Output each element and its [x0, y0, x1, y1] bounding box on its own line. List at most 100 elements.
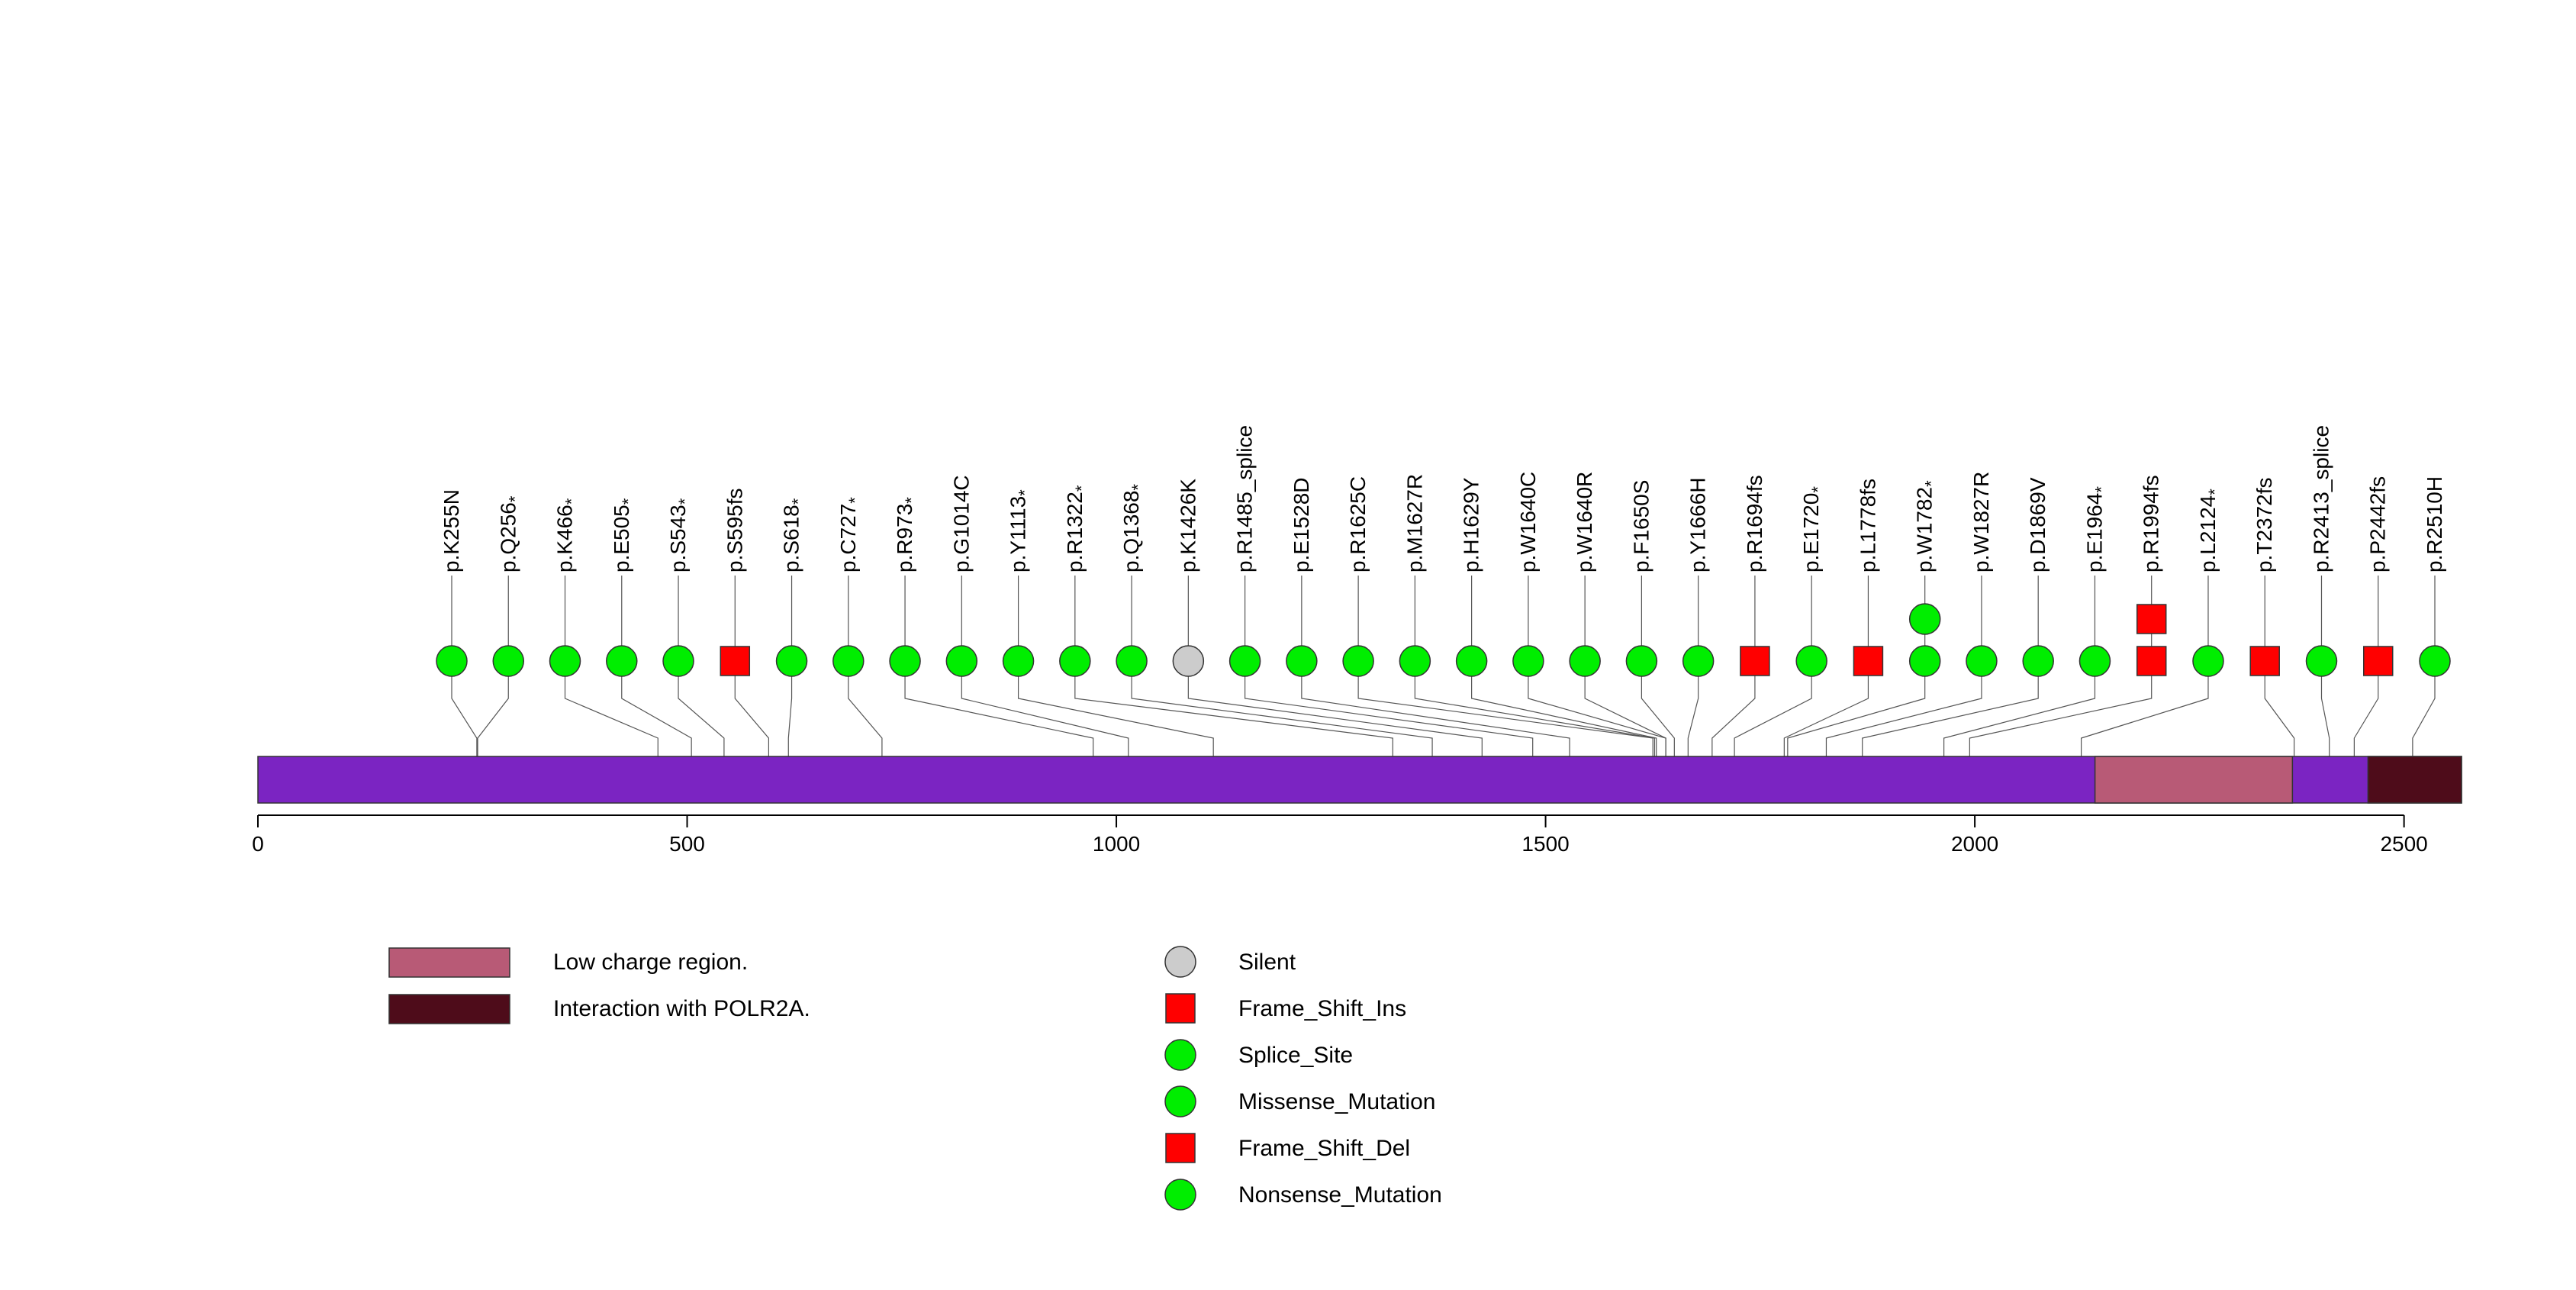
mutation-label-p-e1528d: p.E1528D: [1290, 477, 1313, 572]
x-tick-label: 1500: [1521, 832, 1569, 856]
marker-p-r1994fs: [2136, 604, 2167, 634]
marker-p-q256: [492, 645, 525, 677]
legend-marker-nonsense-mutation: [1164, 1179, 1196, 1211]
mutation-label-p-r2413-splice: p.R2413_splice: [2309, 425, 2333, 572]
marker-p-c727: [832, 645, 865, 677]
mutation-label-p-w1782: p.W1782*: [1913, 480, 1941, 572]
marker-p-r1994fs: [2136, 646, 2167, 676]
marker-p-r1322: [1059, 645, 1091, 677]
marker-p-r1485-splice: [1228, 645, 1261, 677]
mutation-label-p-f1650s: p.F1650S: [1629, 480, 1653, 572]
domain-low-charge-region: [2094, 756, 2294, 804]
legend-marker-splice-site: [1164, 1039, 1196, 1071]
legend-marker-silent: [1164, 946, 1196, 978]
mutation-label-p-q1368: p.Q1368*: [1119, 484, 1148, 572]
mutation-label-p-e505: p.E505*: [610, 498, 638, 572]
legend-label-nonsense-mutation: Nonsense_Mutation: [1238, 1182, 1442, 1208]
legend-label-splice-site: Splice_Site: [1238, 1043, 1353, 1068]
marker-p-f1650s: [1625, 645, 1658, 677]
mutation-label-p-m1627r: p.M1627R: [1402, 474, 1426, 572]
protein-backbone-layer: [257, 756, 2462, 804]
marker-p-w1827r: [1966, 645, 1998, 677]
mutation-label-p-e1720: p.E1720*: [1799, 486, 1827, 572]
legend: Low charge region. Interaction with POLR2…: [388, 946, 1442, 1211]
legend-swatch-low-charge-region: [388, 947, 510, 978]
marker-p-m1627r: [1399, 645, 1431, 677]
marker-p-t2372fs: [2249, 646, 2280, 676]
legend-marker-frame-shift-ins: [1165, 993, 1196, 1024]
mutation-label-p-k255n: p.K255N: [440, 489, 463, 572]
legend-label-interaction-with-polr2a: Interaction with POLR2A.: [553, 996, 810, 1021]
marker-p-e1528d: [1286, 645, 1318, 677]
mutation-label-p-p2442fs: p.P2442fs: [2366, 476, 2390, 572]
legend-swatch-interaction-with-polr2a: [388, 994, 510, 1024]
domain-interaction-with-polr2a: [2367, 756, 2462, 804]
marker-p-k466: [549, 645, 581, 677]
marker-p-w1782: [1908, 645, 1941, 677]
mutation-label-p-g1014c: p.G1014C: [949, 475, 973, 572]
marker-p-s595fs: [720, 646, 751, 676]
marker-p-s618: [775, 645, 808, 677]
marker-p-k255n: [436, 645, 468, 677]
x-tick-label: 2500: [2380, 832, 2427, 856]
mutation-label-p-w1640r: p.W1640R: [1573, 472, 1596, 572]
mutation-label-p-w1640c: p.W1640C: [1516, 472, 1540, 572]
legend-label-frame-shift-ins: Frame_Shift_Ins: [1238, 996, 1406, 1021]
mutation-label-p-d1869v: p.D1869V: [2026, 477, 2050, 572]
marker-p-w1782: [1908, 603, 1941, 635]
mutation-label-p-r2510h: p.R2510H: [2423, 476, 2446, 572]
protein-backbone: [257, 756, 2462, 804]
mutation-label-p-y1666h: p.Y1666H: [1686, 477, 1710, 572]
mutation-label-p-l2124: p.L2124*: [2196, 489, 2224, 572]
marker-p-w1640r: [1569, 645, 1601, 677]
legend-marker-frame-shift-del: [1165, 1133, 1196, 1163]
marker-p-e1964: [2079, 645, 2111, 677]
mutation-label-p-r1322: p.R1322*: [1063, 485, 1091, 572]
marker-p-e1720: [1795, 645, 1827, 677]
legend-marker-missense-mutation: [1164, 1085, 1196, 1117]
x-tick-label: 2000: [1951, 832, 1998, 856]
mutation-label-p-s595fs: p.S595fs: [723, 488, 746, 572]
mutation-label-p-r1694fs: p.R1694fs: [1743, 475, 1766, 572]
marker-p-y1666h: [1682, 645, 1715, 677]
mutation-label-p-k1426k: p.K1426K: [1176, 479, 1199, 572]
marker-p-e505: [606, 645, 638, 677]
mutation-label-p-l1778fs: p.L1778fs: [1856, 479, 1879, 572]
legend-label-missense-mutation: Missense_Mutation: [1238, 1089, 1435, 1114]
mutation-label-p-k466: p.K466*: [553, 498, 581, 572]
mutation-label-p-w1827r: p.W1827R: [1969, 472, 1993, 572]
marker-p-k1426k: [1172, 645, 1205, 677]
mutation-label-p-c727: p.C727*: [836, 497, 865, 572]
x-axis: 0 500 1000 1500 2000 2500: [252, 814, 2428, 856]
marker-p-d1869v: [2022, 645, 2054, 677]
marker-p-r2413-splice: [2305, 645, 2338, 677]
mutation-markers: [436, 603, 2451, 677]
mutation-label-p-e1964: p.E1964*: [2082, 486, 2111, 572]
marker-p-w1640c: [1512, 645, 1544, 677]
marker-p-l2124: [2192, 645, 2224, 677]
mutation-label-p-t2372fs: p.T2372fs: [2252, 477, 2276, 572]
x-tick-label: 1000: [1093, 832, 1140, 856]
mutation-label-p-s543: p.S543*: [666, 498, 694, 572]
legend-label-low-charge-region: Low charge region.: [553, 950, 748, 975]
x-tick-label: 500: [669, 832, 705, 856]
mutation-label-p-r1485-splice: p.R1485_splice: [1233, 425, 1257, 572]
marker-p-h1629y: [1455, 645, 1488, 677]
mutation-label-p-y1113: p.Y1113*: [1006, 489, 1035, 572]
mutation-label-p-q256: p.Q256*: [496, 495, 524, 572]
marker-p-r1625c: [1342, 645, 1374, 677]
marker-p-r973: [889, 645, 921, 677]
marker-p-l1778fs: [1853, 646, 1884, 676]
legend-label-frame-shift-del: Frame_Shift_Del: [1238, 1136, 1410, 1161]
marker-p-r1694fs: [1740, 646, 1770, 676]
marker-p-s543: [662, 645, 694, 677]
legend-label-silent: Silent: [1238, 950, 1296, 975]
mutation-label-p-r1625c: p.R1625C: [1346, 476, 1370, 572]
marker-p-r2510h: [2419, 645, 2451, 677]
marker-p-q1368: [1116, 645, 1148, 677]
mutation-label-p-r973: p.R973*: [893, 497, 921, 572]
marker-p-g1014c: [945, 645, 978, 677]
mutation-labels: p.K255N p.Q256* p.K466* p.E505* p.S543* p.S59…: [440, 425, 2446, 572]
mutation-label-p-r1994fs: p.R1994fs: [2140, 475, 2163, 572]
